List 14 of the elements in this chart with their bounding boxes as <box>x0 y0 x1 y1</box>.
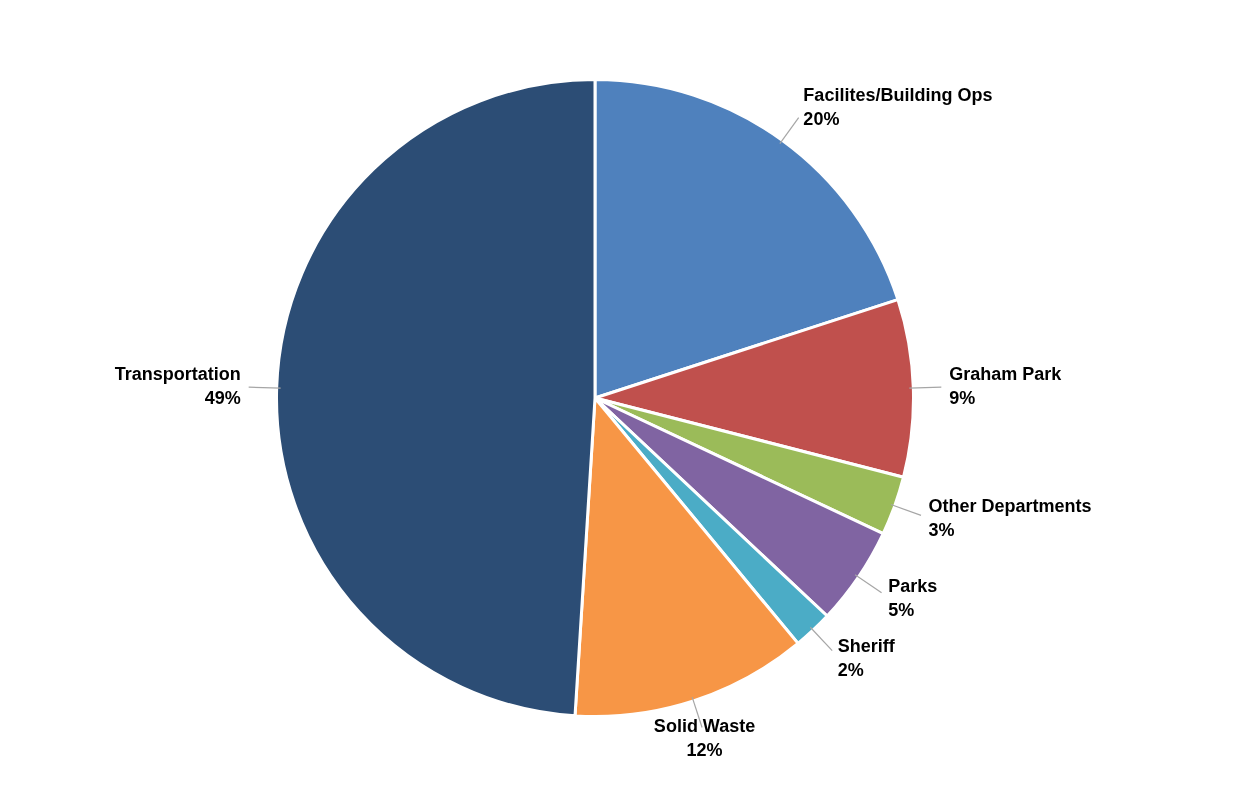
slice-label: Facilites/Building Ops <box>803 84 993 105</box>
data-label: 49% <box>204 387 241 408</box>
slice-label: Other Departments <box>928 496 1092 517</box>
slice-label: Sheriff <box>837 636 896 657</box>
data-label: 5% <box>888 600 915 621</box>
data-label: 2% <box>837 660 864 681</box>
data-label: 3% <box>928 520 955 541</box>
slice-label: Solid Waste <box>653 715 756 736</box>
slice-label: Transportation <box>114 363 241 384</box>
data-label: 12% <box>686 739 723 760</box>
data-label: 9% <box>949 387 976 408</box>
data-label: 20% <box>803 108 840 129</box>
slice-label: Parks <box>888 576 938 597</box>
slice-label: Graham Park <box>949 363 1063 384</box>
